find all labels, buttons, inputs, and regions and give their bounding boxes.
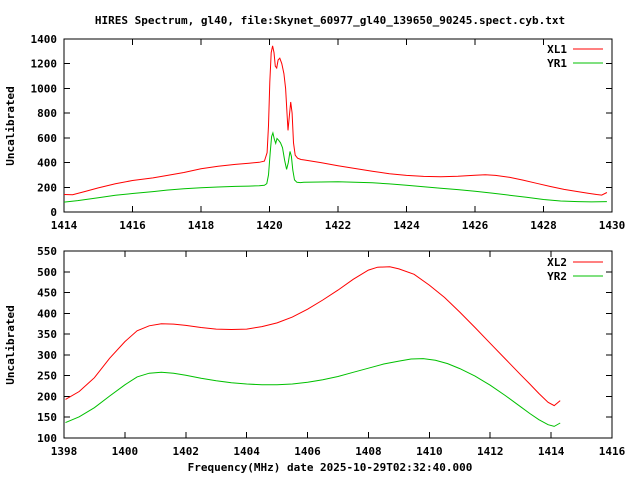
x-tick-label: 1418 [188,219,215,232]
x-tick-label: 1408 [355,445,382,458]
x-tick-label: 1426 [462,219,489,232]
y-tick-label: 600 [37,132,57,145]
x-tick-label: 1400 [112,445,139,458]
series-line-xl2 [65,266,561,407]
y-tick-label: 100 [37,432,57,445]
bottom-spectrum-panel: 1398 1400 1402 1404 1406 1408 1410 1412 1414 1416… [37,245,625,458]
y-tick-label: 1400 [31,33,58,46]
plot-border [63,38,613,213]
y-tick-label: 200 [37,390,57,403]
x-tick-label: 1420 [256,219,283,232]
x-tick-label: 1430 [599,219,626,232]
y-tick-label: 200 [37,181,57,194]
x-tick-label: 1410 [416,445,443,458]
x-axis-label: Frequency(MHz) date 2025-10-29T02:32:40.… [188,461,473,474]
plot-border [63,250,613,439]
y-tick-label: 0 [50,206,57,219]
x-tick-label: 1424 [393,219,420,232]
legend-label-xl2: XL2 [547,256,567,269]
bottom-y-axis-label: Uncalibrated [4,305,17,384]
legend-label-yr1: YR1 [547,57,567,70]
y-tick-label: 150 [37,411,57,424]
x-tick-label: 1414 [51,219,78,232]
x-tick-label: 1428 [530,219,557,232]
y-tick-label: 500 [37,266,57,279]
y-tick-label: 1200 [31,58,58,71]
legend-label-yr2: YR2 [547,270,567,283]
x-tick-label: 1398 [51,445,78,458]
y-tick-label: 550 [37,245,57,258]
y-tick-label: 400 [37,157,57,170]
y-tick-label: 300 [37,349,57,362]
x-tick-label: 1416 [599,445,626,458]
y-tick-label: 350 [37,328,57,341]
y-tick-label: 450 [37,287,57,300]
y-tick-label: 800 [37,107,57,120]
x-tick-label: 1416 [119,219,146,232]
x-tick-label: 1412 [477,445,504,458]
chart-title: HIRES Spectrum, gl40, file:Skynet_60977_… [95,14,565,27]
x-tick-label: 1422 [325,219,352,232]
x-tick-label: 1406 [294,445,321,458]
x-tick-label: 1404 [233,445,260,458]
series-line-yr1 [63,131,607,203]
top-y-axis-label: Uncalibrated [4,86,17,165]
legend-label-xl1: XL1 [547,43,567,56]
top-spectrum-panel: 1414 1416 1418 1420 1422 1424 1426 1428 1430 0 200… [31,33,626,232]
series-line-yr2 [65,358,561,427]
y-tick-label: 1000 [31,82,58,95]
x-tick-label: 1414 [538,445,565,458]
x-tick-label: 1402 [173,445,200,458]
series-line-xl1 [63,45,608,196]
y-tick-label: 250 [37,370,57,383]
y-tick-label: 400 [37,307,57,320]
